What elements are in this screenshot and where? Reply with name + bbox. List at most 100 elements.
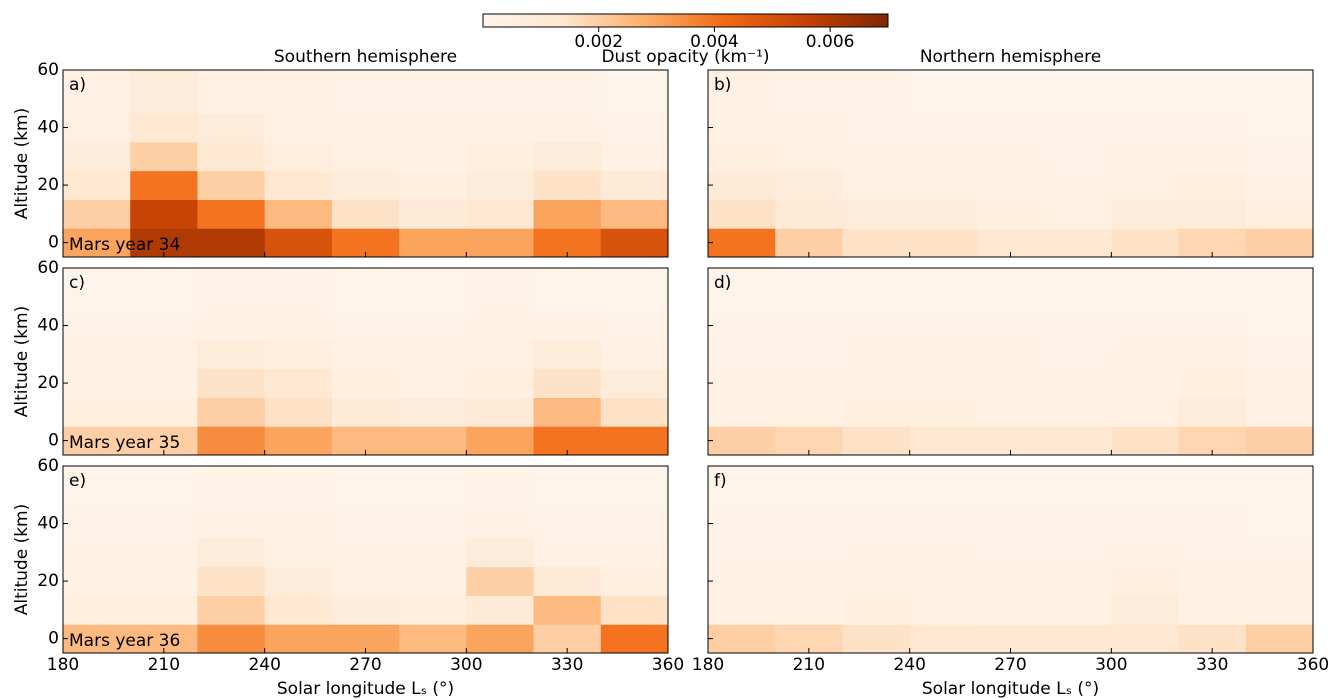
heatmap-cell (1178, 113, 1247, 143)
heatmap-cell (909, 268, 978, 312)
heatmap-cell (976, 170, 1045, 200)
heatmap-cell (130, 466, 198, 510)
heatmap-cell (842, 141, 911, 172)
heatmap-cell (600, 624, 669, 654)
heatmap-cell (63, 268, 131, 312)
colorbar-label: Dust opacity (km⁻¹) (601, 47, 769, 67)
panel-letter: a) (69, 75, 86, 95)
heatmap-cell (600, 199, 669, 229)
heatmap-cell (909, 624, 978, 654)
heatmap-cell (197, 537, 266, 568)
heatmap-cell (63, 141, 131, 172)
heatmap-cell (1111, 339, 1180, 370)
heatmap-cell (1245, 339, 1314, 370)
heatmap-cell (130, 141, 198, 172)
y-tick-label: 0 (48, 431, 59, 451)
heatmap-cell (533, 466, 602, 510)
heatmap-cell (533, 595, 602, 625)
heatmap-cell (909, 170, 978, 200)
heatmap-cell (1044, 70, 1112, 114)
heatmap-cell (775, 509, 843, 539)
heatmap-cell (909, 339, 978, 370)
heatmap-cell (842, 566, 911, 596)
heatmap-cell (130, 199, 198, 229)
heatmap-cell (1044, 566, 1112, 596)
y-tick-label: 40 (37, 316, 59, 336)
heatmap-cell (1044, 199, 1112, 229)
heatmap-cell (264, 509, 333, 539)
y-axis-label: Altitude (km) (12, 108, 32, 220)
colorbar-tick-label: 0.006 (806, 32, 855, 52)
heatmap-cell (63, 170, 131, 200)
panel-letter: c) (69, 273, 85, 293)
heatmap-cell (708, 170, 776, 200)
heatmap-cell (842, 537, 911, 568)
heatmap-cell (1178, 339, 1247, 370)
heatmap-cell (63, 339, 131, 370)
heatmap-cell (842, 311, 911, 341)
x-tick-label: 270 (349, 655, 381, 675)
y-tick-label: 0 (48, 629, 59, 649)
heatmap-cell (197, 509, 266, 539)
heatmap-cell (1245, 141, 1314, 172)
heatmap-cell (466, 566, 535, 596)
heatmap-cell (1245, 509, 1314, 539)
heatmap-cell (1245, 199, 1314, 229)
heatmap-cell (976, 566, 1045, 596)
heatmap-cell (533, 339, 602, 370)
heatmap-cell (1044, 170, 1112, 200)
heatmap-cell (466, 368, 535, 398)
heatmap-cell (842, 509, 911, 539)
heatmap-cell (909, 199, 978, 229)
heatmap-cell (1245, 311, 1314, 341)
heatmap-cell (1178, 397, 1247, 427)
heatmap-cell (842, 339, 911, 370)
heatmap-cell (708, 311, 776, 341)
heatmap-cell (1245, 537, 1314, 568)
heatmap-cell (708, 426, 776, 456)
heatmap-cell (399, 368, 467, 398)
heatmap-cell (708, 268, 776, 312)
heatmap-cell (600, 566, 669, 596)
heatmap-cell (976, 268, 1045, 312)
heatmap-cell (466, 311, 535, 341)
heatmap-cell (1245, 228, 1314, 258)
heatmap-cell (976, 509, 1045, 539)
heatmap-cell (775, 397, 843, 427)
heatmap-cell (264, 268, 333, 312)
heatmap-cell (976, 595, 1045, 625)
heatmap-cell (600, 113, 669, 143)
heatmap-cell (1178, 466, 1247, 510)
heatmap-cell (63, 624, 131, 654)
heatmap-cell (600, 537, 669, 568)
heatmap-cell (331, 311, 400, 341)
heatmap-cell (976, 339, 1045, 370)
x-tick-label: 330 (1196, 655, 1228, 675)
heatmap-cell (1044, 397, 1112, 427)
heatmap-cell (1245, 595, 1314, 625)
heatmap-cell (466, 141, 535, 172)
heatmap-cell (533, 170, 602, 200)
heatmap-cell (976, 311, 1045, 341)
heatmap-cell (264, 70, 333, 114)
heatmap-cell (331, 397, 400, 427)
heatmap-cell (1178, 537, 1247, 568)
heatmap-cell (331, 566, 400, 596)
y-tick-label: 60 (37, 60, 59, 80)
heatmap-cell (842, 368, 911, 398)
heatmap-cell (842, 397, 911, 427)
heatmap-cell (197, 228, 266, 258)
heatmap-cell (708, 113, 776, 143)
heatmap-cell (264, 537, 333, 568)
heatmap-cell (63, 537, 131, 568)
heatmap-cell (842, 426, 911, 456)
heatmap-cell (331, 70, 400, 114)
heatmap-cell (130, 170, 198, 200)
heatmap-cell (466, 397, 535, 427)
y-tick-label: 20 (37, 175, 59, 195)
heatmap-cell (1111, 509, 1180, 539)
heatmap-cell (708, 624, 776, 654)
y-axis-label: Altitude (km) (12, 306, 32, 418)
heatmap-cell (264, 170, 333, 200)
